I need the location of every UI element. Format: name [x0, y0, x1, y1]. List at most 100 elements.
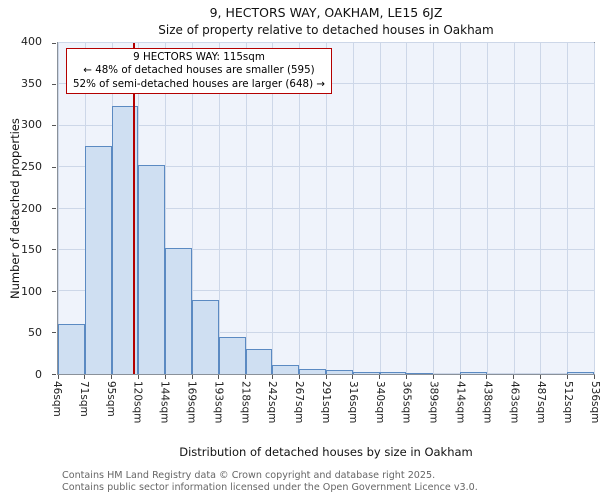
y-tick-label: 350 [21, 76, 42, 90]
gridline-vertical [540, 43, 542, 374]
y-tick-label: 300 [21, 118, 42, 132]
y-tick-mark [52, 290, 56, 292]
histogram-bar [460, 372, 487, 374]
x-tick-label: 193sqm [212, 381, 225, 424]
annotation-line: ← 48% of detached houses are smaller (59… [83, 64, 315, 77]
attribution-line-1: Contains HM Land Registry data © Crown c… [62, 470, 436, 481]
subject-property-marker-line [133, 43, 135, 374]
histogram-bar [326, 369, 353, 374]
x-tick-mark [593, 375, 595, 379]
x-axis: 46sqm 71sqm 95sqm 120sqm 144sqm 169sqm 193sqm 2… [51, 378, 600, 442]
histogram-bar [406, 373, 434, 374]
gridline-vertical [299, 43, 301, 374]
x-tick-label: 340sqm [373, 381, 386, 424]
y-tick-mark [52, 166, 56, 168]
x-tick-label: 316sqm [346, 381, 359, 424]
gridline-vertical [58, 43, 59, 374]
y-tick-label: 250 [21, 159, 42, 173]
x-tick-mark [432, 375, 434, 379]
histogram-bar [272, 364, 300, 374]
histogram-bar [218, 336, 246, 374]
gridline-vertical [379, 43, 381, 374]
gridline-vertical [272, 43, 274, 374]
plot-area: 9 HECTORS WAY: 115sqm ← 48% of detached h… [52, 42, 595, 379]
y-tick-mark [52, 125, 56, 127]
x-tick-mark [271, 375, 273, 379]
x-tick-label: 267sqm [293, 381, 306, 424]
x-tick-label: 218sqm [239, 381, 252, 424]
x-tick-mark [191, 375, 193, 379]
x-tick-label: 46sqm [51, 381, 63, 417]
x-tick-mark [352, 375, 354, 379]
x-tick-mark [566, 375, 568, 379]
x-axis-label: Distribution of detached houses by size … [179, 445, 473, 459]
gridline-vertical [192, 43, 193, 374]
y-tick-mark [52, 42, 56, 44]
annotation-line: 9 HECTORS WAY: 115sqm [133, 51, 265, 63]
y-tick-label: 50 [28, 326, 42, 340]
x-tick-mark [137, 375, 139, 379]
x-tick-label: 365sqm [400, 381, 413, 424]
y-tick-mark [52, 332, 56, 334]
x-tick-mark [459, 375, 461, 379]
gridline-vertical [594, 43, 595, 374]
x-tick-mark [513, 375, 515, 379]
histogram-bar [245, 349, 273, 374]
x-tick-label: 463sqm [508, 381, 521, 424]
gridline-vertical [460, 43, 461, 374]
x-tick-mark [84, 375, 86, 379]
gridline-vertical [165, 43, 167, 374]
x-tick-label: 536sqm [589, 381, 600, 424]
gridline-vertical [218, 43, 220, 374]
x-tick-mark [405, 375, 407, 379]
histogram-bar [567, 372, 594, 374]
histogram-bar [352, 372, 380, 374]
gridline-vertical [352, 43, 354, 374]
histogram-bar [379, 372, 407, 374]
y-tick-mark [52, 83, 56, 85]
annotation-line: 52% of semi-detached houses are larger (… [72, 77, 326, 90]
x-tick-label: 169sqm [185, 381, 198, 424]
x-tick-label: 414sqm [454, 381, 467, 424]
gridline-vertical [326, 43, 327, 374]
x-tick-mark [164, 375, 166, 379]
x-tick-label: 144sqm [158, 381, 171, 424]
histogram-bar [84, 145, 112, 374]
gridline-horizontal [58, 42, 594, 43]
x-tick-mark [245, 375, 247, 379]
x-tick-mark [111, 375, 113, 379]
histogram-bar [192, 300, 219, 374]
annotation-box: 9 HECTORS WAY: 115sqm ← 48% of detached h… [66, 48, 332, 95]
x-tick-mark [486, 375, 488, 379]
y-tick-mark [52, 208, 56, 209]
x-tick-label: 120sqm [131, 381, 144, 424]
x-tick-label: 438sqm [481, 381, 494, 424]
x-tick-mark [539, 375, 541, 379]
y-tick-label: 150 [21, 243, 42, 257]
x-tick-mark [298, 375, 300, 379]
x-tick-label: 71sqm [77, 381, 90, 417]
y-tick-mark [52, 249, 56, 251]
x-tick-mark [218, 375, 220, 379]
x-tick-label: 242sqm [266, 381, 279, 424]
x-tick-label: 512sqm [562, 381, 575, 424]
gridline-vertical [486, 43, 488, 374]
gridline-vertical [433, 43, 435, 374]
histogram-bar [299, 369, 326, 374]
chart-title: 9, HECTORS WAY, OAKHAM, LE15 6JZ [209, 5, 443, 20]
y-tick-label: 100 [21, 284, 42, 298]
histogram-bar [138, 165, 166, 374]
x-tick-label: 487sqm [535, 381, 548, 424]
y-tick-mark [52, 373, 56, 375]
gridline-vertical [567, 43, 569, 374]
attribution-footer: Contains HM Land Registry data © Crown c… [62, 470, 478, 493]
x-tick-label: 291sqm [320, 381, 332, 424]
y-axis: 0 50 100 150 200 250 300 350 400 [0, 35, 52, 381]
x-tick-label: 389sqm [427, 381, 440, 424]
gridline-vertical [245, 43, 247, 374]
y-tick-label: 200 [21, 201, 42, 215]
x-tick-mark [57, 375, 59, 379]
histogram-bar [165, 248, 192, 374]
y-tick-label: 0 [35, 368, 42, 381]
